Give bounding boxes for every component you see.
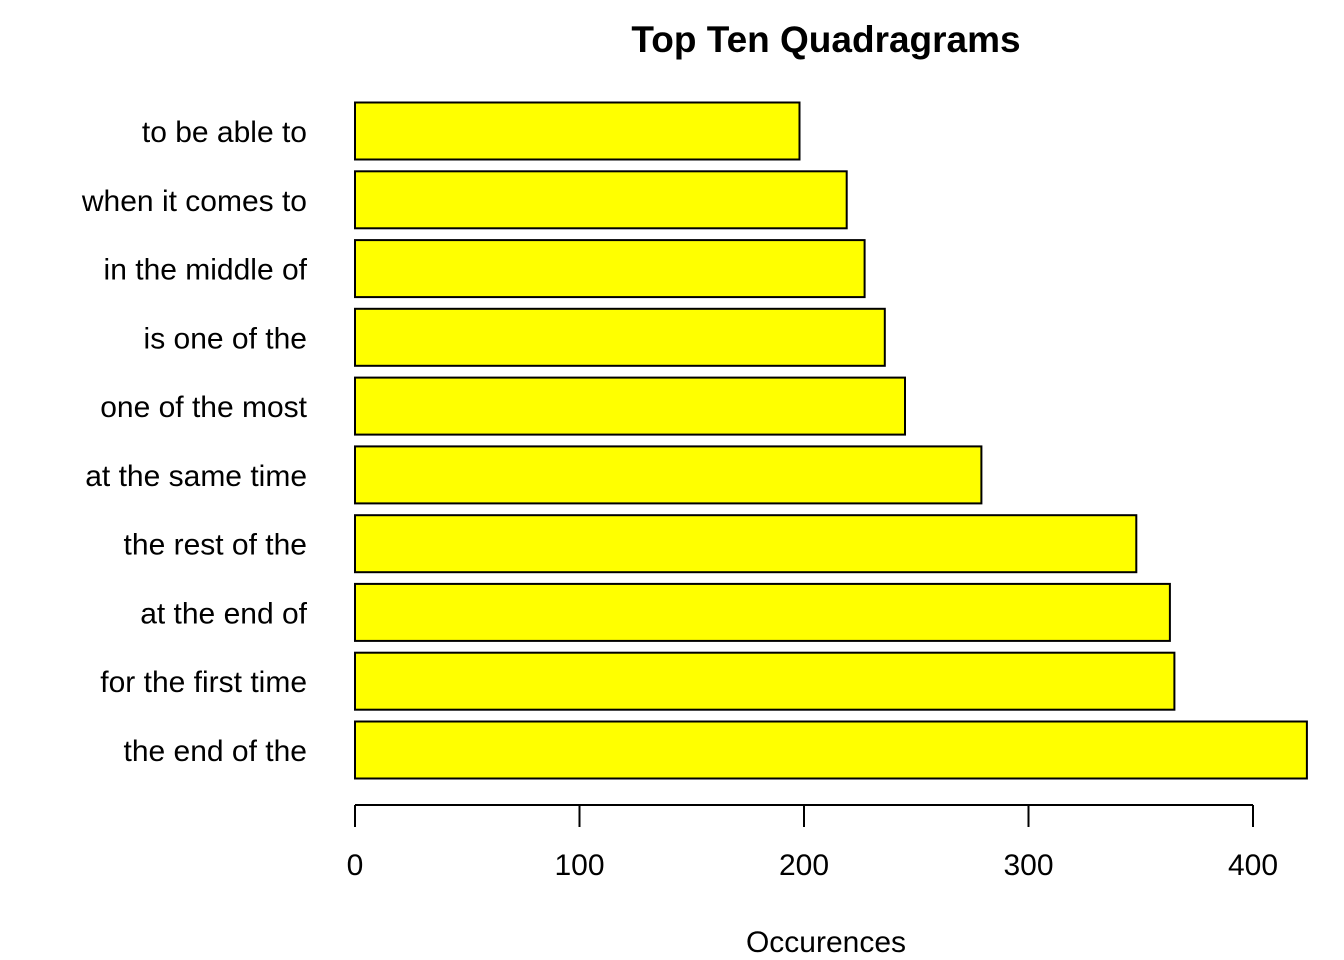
category-label-4: at the same time [85, 460, 307, 493]
x-axis-title: Occurences [746, 926, 906, 959]
bar-7 [354, 239, 866, 299]
category-label-1: for the first time [100, 666, 307, 699]
chart-title: Top Ten Quadragrams [631, 19, 1020, 60]
bar-2 [354, 582, 1171, 642]
bar-1 [354, 651, 1176, 711]
bar-3 [354, 514, 1138, 574]
bar-8 [354, 170, 848, 230]
x-axis: 0 100 200 300 400 [347, 804, 1278, 882]
category-label-2: at the end of [140, 597, 307, 630]
category-label-0: the end of the [124, 735, 308, 768]
category-label-5: one of the most [100, 391, 307, 424]
x-tick-label-0: 0 [347, 849, 364, 882]
category-label-3: the rest of the [124, 529, 307, 562]
category-label-6: is one of the [144, 322, 307, 355]
bar-4 [354, 445, 983, 505]
x-tick-label-1: 100 [554, 849, 604, 882]
bar-0 [354, 720, 1308, 780]
bars-group [354, 101, 1308, 780]
bar-6 [354, 307, 886, 367]
category-label-9: to be able to [142, 116, 307, 149]
bar-5 [354, 376, 906, 436]
x-tick-label-4: 400 [1228, 849, 1278, 882]
x-tick-label-2: 200 [779, 849, 829, 882]
bar-9 [354, 101, 801, 161]
category-label-8: when it comes to [81, 185, 307, 218]
x-tick-label-3: 300 [1003, 849, 1053, 882]
category-label-7: in the middle of [104, 254, 308, 287]
category-labels: the end of the for the first time at the e… [81, 116, 308, 768]
